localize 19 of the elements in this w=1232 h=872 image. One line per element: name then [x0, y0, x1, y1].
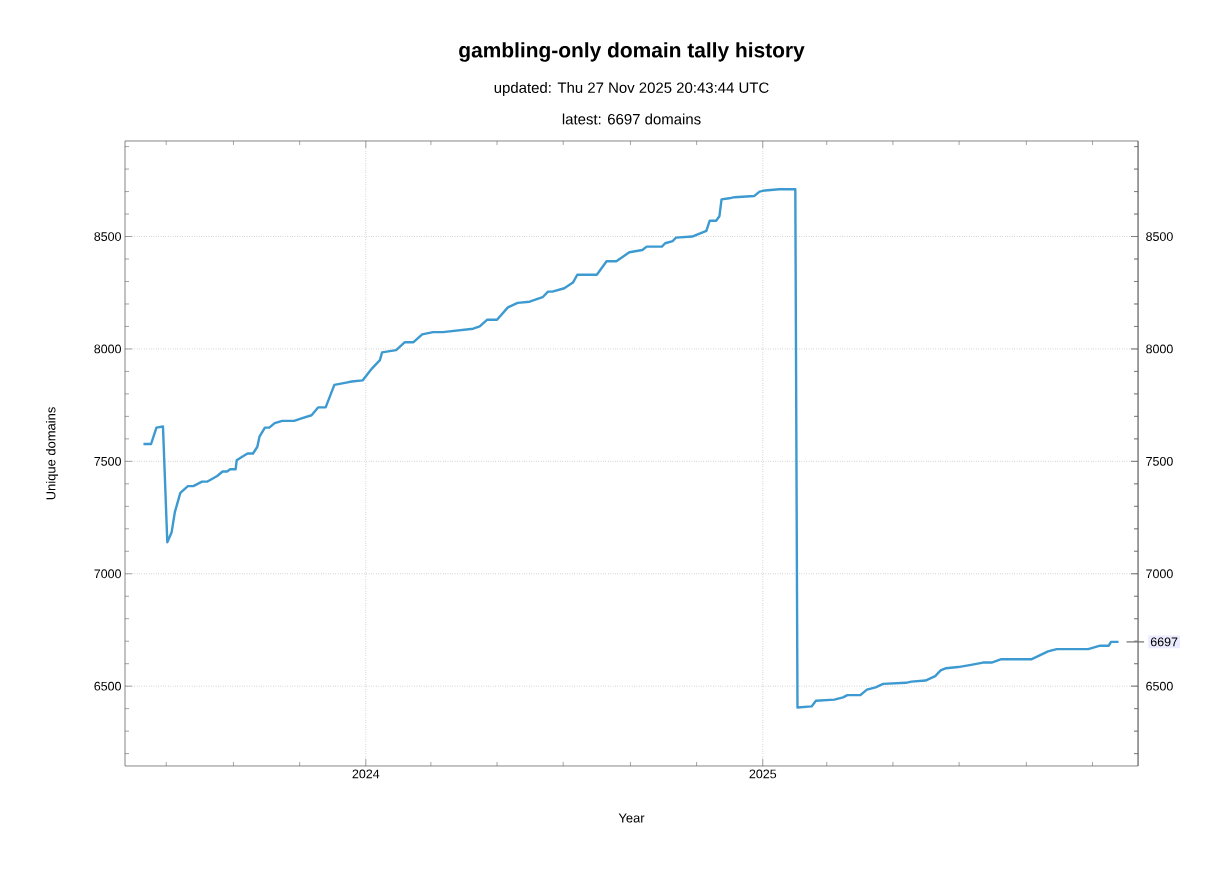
chart-subtitle: updated: Thu 27 Nov 2025 20:43:44 UTC	[494, 82, 769, 96]
x-axis-title: Year	[618, 813, 645, 823]
y-tick-label: 8000	[94, 344, 121, 354]
y-tick-label: 7500	[94, 456, 121, 466]
x-tick-label: 2025	[749, 769, 777, 779]
line-series	[142, 188, 1120, 709]
y-axis-title: Unique domains	[45, 407, 59, 500]
chart-title: gambling-only domain tally history	[459, 42, 805, 62]
y2-tick-label: 7000	[1146, 569, 1173, 579]
annotation: 6697	[1150, 637, 1178, 647]
y-tick-label: 7000	[94, 569, 121, 579]
text: latest: 6697 domains	[562, 113, 701, 125]
y2-tick-label: 6500	[1146, 681, 1173, 691]
y2-tick-label: 8500	[1146, 232, 1173, 241]
y2-tick-label: 8000	[1146, 344, 1173, 354]
y-tick-label: 8500	[94, 232, 121, 241]
x-tick-label: 2024	[352, 769, 380, 779]
y-tick-label: 6500	[94, 681, 121, 691]
y2-tick-label: 7500	[1146, 456, 1173, 466]
